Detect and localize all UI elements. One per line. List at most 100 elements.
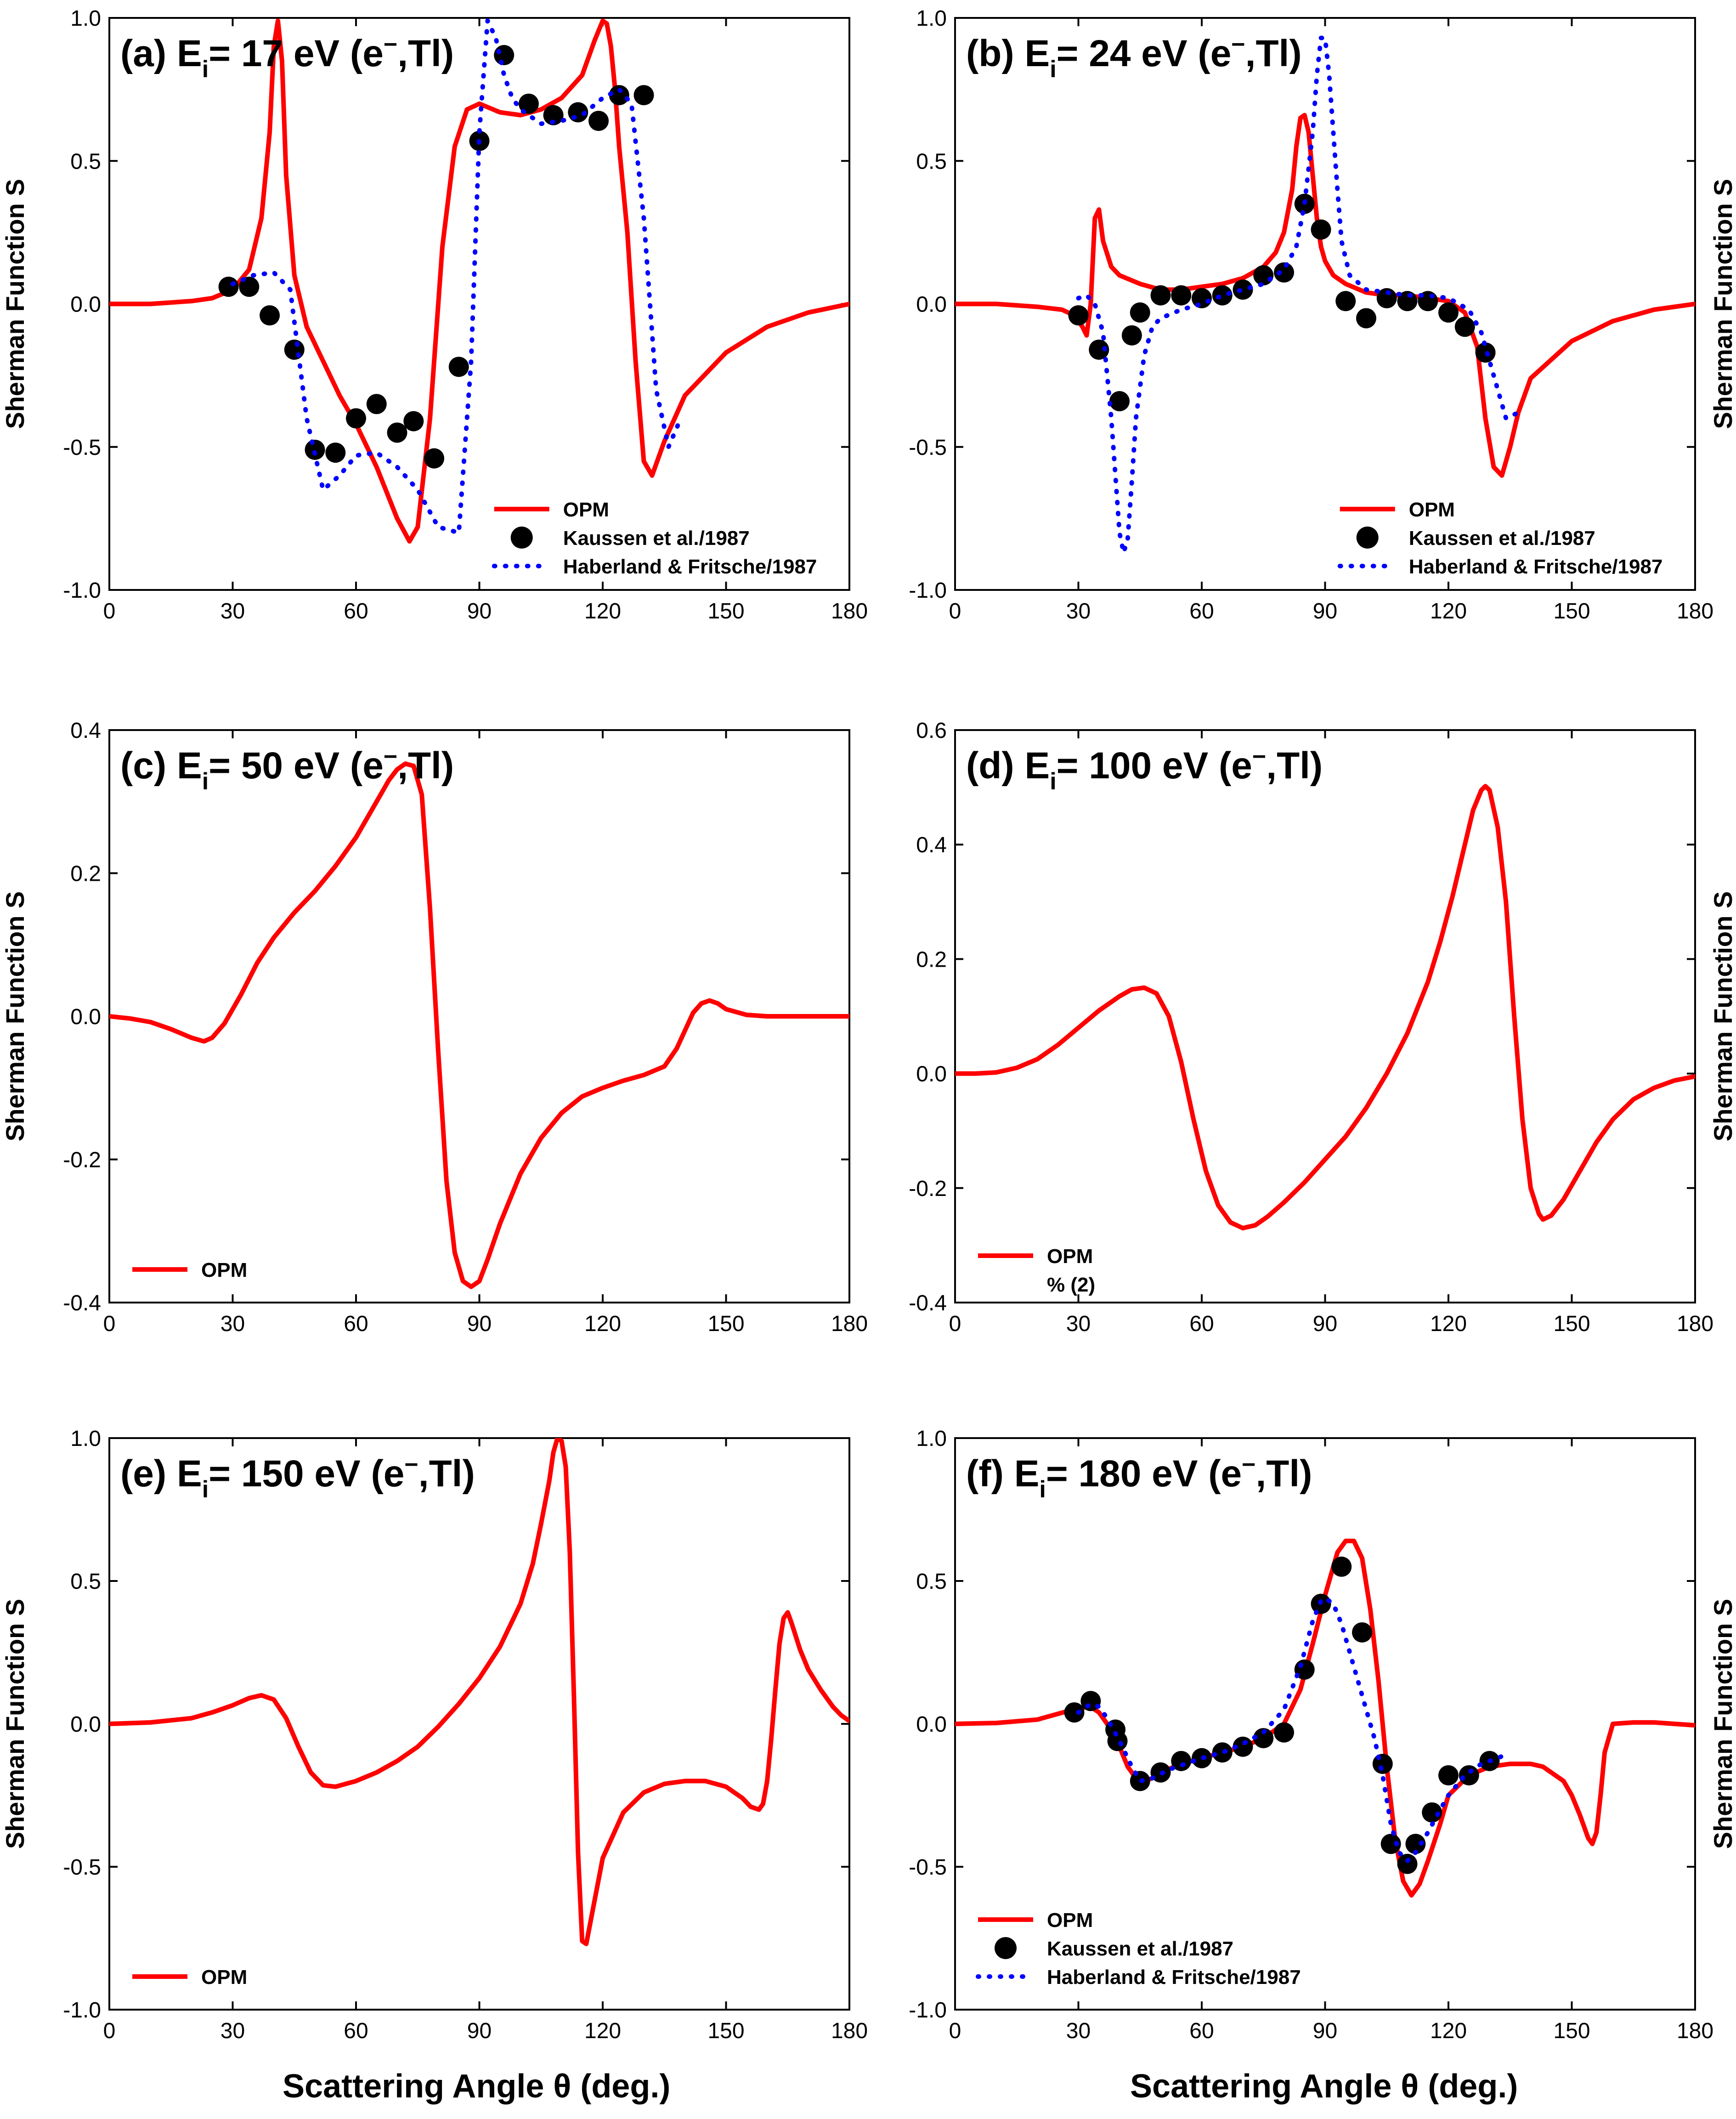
legend-label-b: Haberland & Fritsche/1987	[1409, 555, 1663, 578]
x-tick-label-f: 150	[1553, 2019, 1590, 2043]
y-tick-label-d: 0.4	[916, 833, 947, 857]
opm-curve-c	[109, 761, 849, 1289]
y-axis-label-b: Sherman Function S	[1708, 179, 1736, 429]
y-tick-label-c: -0.2	[63, 1148, 101, 1173]
data-point-b	[1192, 288, 1212, 309]
panel-e: 0 30 60 90 120 150 180 -1.0 -0.5 0.0 0.5 1.0 Sherman…	[0, 1412, 868, 2119]
y-tick-label-f: -0.5	[909, 1855, 947, 1880]
x-tick-label-c: 90	[467, 1312, 492, 1336]
haberland-curve-b	[1076, 35, 1521, 555]
x-tick-label-b: 180	[1677, 599, 1713, 623]
data-point-b	[1150, 285, 1171, 306]
plot-frame-e	[108, 1437, 850, 2011]
series-group-f	[955, 1538, 1695, 1898]
x-tick-label-e: 180	[831, 2019, 868, 2043]
y-tick-label-c: 0.0	[70, 1005, 101, 1029]
y-tick-label-c: 0.2	[70, 862, 101, 886]
data-point-f	[1380, 1834, 1401, 1854]
data-point-f	[1372, 1754, 1393, 1774]
series-group-b	[955, 35, 1695, 555]
x-tick-label-d: 60	[1189, 1312, 1214, 1336]
data-point-b	[1311, 219, 1331, 240]
legend-swatch-kaussen-f	[995, 1937, 1017, 1959]
x-tick-label-a: 180	[831, 599, 868, 623]
opm-curve-a	[109, 18, 849, 544]
y-axis-label-d: Sherman Function S	[1708, 891, 1736, 1142]
chart-e: 0 30 60 90 120 150 180 -1.0 -0.5 0.0 0.5 1.0 Sherman…	[0, 1427, 868, 2043]
panel-title-d: (d) Ei= 100 eV (e−,Tl)	[966, 743, 1323, 795]
x-tick-label-c: 0	[103, 1312, 116, 1336]
legend-label-f: Kaussen et al./1987	[1047, 1938, 1233, 1960]
data-point-f	[1459, 1765, 1479, 1785]
haberland-curve-a	[230, 18, 683, 535]
data-point-b	[1438, 302, 1459, 323]
x-tick-label-f: 90	[1313, 2019, 1337, 2043]
x-tick-label-c: 60	[344, 1312, 368, 1336]
y-tick-label-a: -1.0	[63, 578, 101, 603]
data-point-b	[1335, 291, 1356, 312]
data-point-b	[1130, 302, 1150, 323]
y-tick-label-d: 0.6	[916, 719, 947, 743]
y-axis-label-f: Sherman Function S	[1708, 1599, 1736, 1849]
panel-c: 0 30 60 90 120 150 180 -0.4 -0.2 0.0 0.2 0.4 Sherman…	[0, 706, 868, 1412]
x-tick-label-a: 120	[584, 599, 621, 623]
legend-label-b: Kaussen et al./1987	[1409, 527, 1595, 550]
series-group-d	[955, 784, 1695, 1230]
y-tick-label-c: 0.4	[70, 719, 101, 743]
y-tick-label-a: 1.0	[70, 6, 101, 31]
x-tick-label-f: 30	[1066, 2019, 1091, 2043]
data-point-f	[1253, 1728, 1274, 1749]
data-point-f	[1352, 1622, 1373, 1643]
chart-b: 0 30 60 90 120 150 180 -1.0 -0.5 0.0 0.5 1.0 Sherman…	[909, 6, 1736, 623]
y-tick-label-a: 0.5	[70, 149, 101, 174]
data-point-b	[1356, 308, 1376, 329]
series-group-c	[109, 761, 849, 1289]
legend-a: OPM Kaussen et al./1987 Haberland & Fritsc…	[492, 499, 817, 578]
data-point-a	[543, 105, 564, 125]
chart-c: 0 30 60 90 120 150 180 -0.4 -0.2 0.0 0.2 0.4 Sherman…	[0, 719, 868, 1336]
x-tick-label-f: 0	[949, 2019, 961, 2043]
data-point-a	[633, 85, 654, 106]
y-tick-label-b: -0.5	[909, 436, 947, 460]
y-tick-label-d: -0.4	[909, 1291, 947, 1315]
data-point-a	[609, 85, 629, 106]
y-tick-label-f: 1.0	[916, 1427, 947, 1451]
data-point-a	[403, 411, 424, 431]
y-tick-label-e: 1.0	[70, 1427, 101, 1451]
legend-label-f: OPM	[1047, 1909, 1093, 1932]
x-tick-label-b: 150	[1553, 599, 1590, 623]
legend-note-d: % (2)	[1047, 1274, 1095, 1296]
x-axis-label-right: Scattering Angle θ (deg.)	[1130, 2068, 1518, 2105]
chart-d: 0 30 60 90 120 150 180 -0.4 -0.2 0.0 0.2 0.4 0.6 Sher…	[909, 719, 1736, 1336]
legend-swatch-kaussen-b	[1356, 527, 1379, 549]
series-group-e	[109, 1438, 849, 1946]
panel-f: 0 30 60 90 120 150 180 -1.0 -0.5 0.0 0.5 1.0 Sherman…	[868, 1412, 1736, 2119]
legend-label-a: OPM	[563, 499, 609, 521]
x-tick-label-f: 120	[1430, 2019, 1467, 2043]
x-tick-label-d: 90	[1313, 1312, 1337, 1336]
y-tick-label-d: -0.2	[909, 1177, 947, 1201]
plot-frame-b	[954, 17, 1696, 591]
y-tick-label-a: -0.5	[63, 436, 101, 460]
data-point-a	[239, 277, 260, 297]
y-tick-label-e: 0.5	[70, 1569, 101, 1594]
data-point-a	[448, 357, 469, 377]
data-point-b	[1089, 340, 1109, 360]
data-point-a	[305, 439, 325, 460]
x-tick-label-e: 150	[707, 2019, 744, 2043]
legend-label-a: Haberland & Fritsche/1987	[563, 555, 817, 578]
data-point-b	[1171, 285, 1192, 306]
panel-title-b: (b) Ei= 24 eV (e−,Tl)	[966, 31, 1302, 83]
legend-label-e: OPM	[201, 1966, 247, 1989]
data-point-b	[1109, 391, 1130, 412]
data-point-a	[494, 45, 515, 65]
data-point-b	[1068, 305, 1089, 326]
y-tick-label-a: 0.0	[70, 293, 101, 317]
x-tick-label-f: 60	[1189, 2019, 1214, 2043]
y-tick-label-f: 0.5	[916, 1569, 947, 1594]
x-tick-label-a: 150	[707, 599, 744, 623]
y-tick-label-b: 1.0	[916, 6, 947, 31]
legend-f: OPM Kaussen et al./1987 Haberland & Fritsc…	[976, 1909, 1301, 1989]
legend-c: OPM	[132, 1259, 247, 1281]
